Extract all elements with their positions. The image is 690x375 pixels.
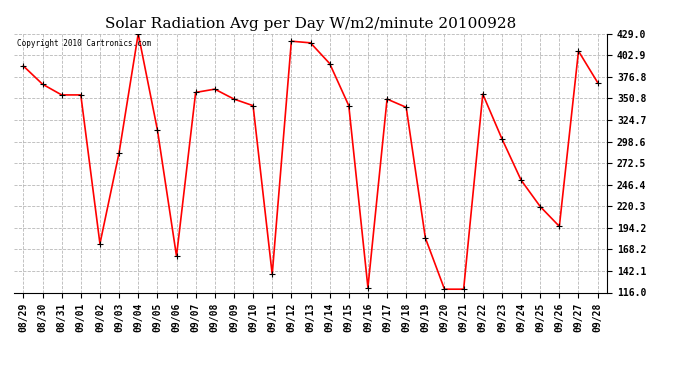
Title: Solar Radiation Avg per Day W/m2/minute 20100928: Solar Radiation Avg per Day W/m2/minute … [105,17,516,31]
Text: Copyright 2010 Cartronics.com: Copyright 2010 Cartronics.com [17,39,151,48]
